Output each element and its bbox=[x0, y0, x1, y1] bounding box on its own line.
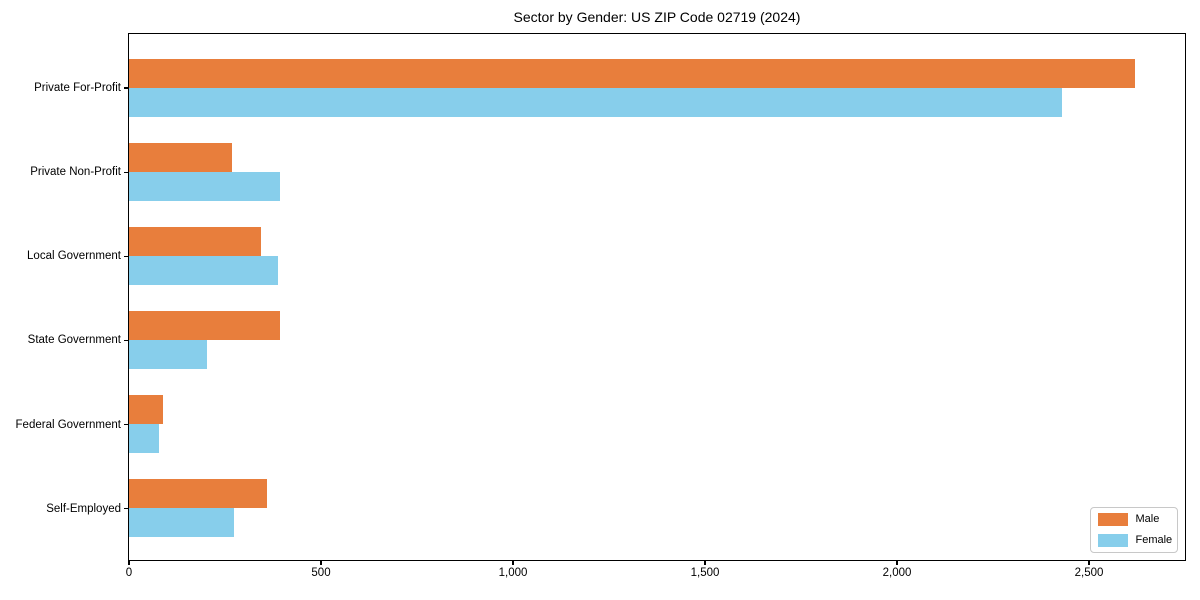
bar-female-private-non-profit bbox=[128, 171, 281, 201]
legend-entry-female: Female bbox=[1097, 533, 1173, 547]
x-tick-mark-1000 bbox=[512, 560, 514, 565]
x-tick-mark-2000 bbox=[896, 560, 898, 565]
x-tick-label-2000: 2,000 bbox=[882, 567, 912, 579]
y-label-private-for-profit: Private For-Profit bbox=[34, 82, 121, 94]
y-tick-mark-federal-government bbox=[124, 423, 129, 426]
y-tick-mark-self-employed bbox=[124, 508, 129, 510]
y-label-private-non-profit: Private Non-Profit bbox=[30, 166, 121, 179]
legend-label-female: Female bbox=[1135, 534, 1173, 546]
y-tick-mark-local-government bbox=[124, 255, 129, 257]
bar-female-self-employed bbox=[128, 508, 235, 538]
chart-title: Sector by Gender: US ZIP Code 02719 (202… bbox=[513, 9, 801, 25]
bar-female-private-for-profit bbox=[128, 87, 1062, 117]
bar-male-local-government bbox=[128, 226, 261, 256]
bar-female-federal-government bbox=[128, 424, 160, 454]
bar-female-state-government bbox=[128, 339, 208, 369]
bar-male-private-non-profit bbox=[128, 142, 233, 172]
x-tick-label-0: 0 bbox=[125, 567, 133, 579]
x-tick-mark-1500 bbox=[704, 560, 706, 565]
bar-male-federal-government bbox=[128, 395, 164, 425]
bar-male-self-employed bbox=[128, 479, 267, 509]
y-label-local-government: Local Government bbox=[27, 250, 121, 263]
y-label-federal-government: Federal Government bbox=[15, 418, 121, 431]
y-tick-mark-private-for-profit bbox=[124, 87, 129, 89]
y-tick-mark-private-non-profit bbox=[124, 171, 129, 173]
legend-label-male: Male bbox=[1135, 513, 1160, 525]
x-tick-label-500: 500 bbox=[311, 567, 331, 579]
plot-frame: Male Female bbox=[127, 32, 1186, 561]
x-tick-label-2500: 2,500 bbox=[1074, 567, 1104, 579]
bar-male-state-government bbox=[128, 310, 281, 340]
x-tick-label-1000: 1,000 bbox=[498, 567, 528, 579]
legend: Male Female bbox=[1089, 506, 1178, 553]
legend-swatch-male bbox=[1097, 512, 1128, 526]
x-tick-label-1500: 1,500 bbox=[690, 567, 720, 579]
bar-male-private-for-profit bbox=[128, 58, 1135, 88]
x-tick-mark-500 bbox=[320, 560, 322, 565]
legend-swatch-female bbox=[1097, 533, 1128, 547]
legend-entry-male: Male bbox=[1097, 512, 1170, 526]
bar-female-local-government bbox=[128, 255, 279, 285]
x-tick-mark-2500 bbox=[1088, 560, 1090, 565]
x-tick-mark-0 bbox=[128, 560, 130, 565]
y-label-self-employed: Self-Employed bbox=[46, 502, 121, 515]
y-tick-mark-state-government bbox=[124, 339, 129, 341]
y-label-state-government: State Government bbox=[27, 334, 121, 347]
